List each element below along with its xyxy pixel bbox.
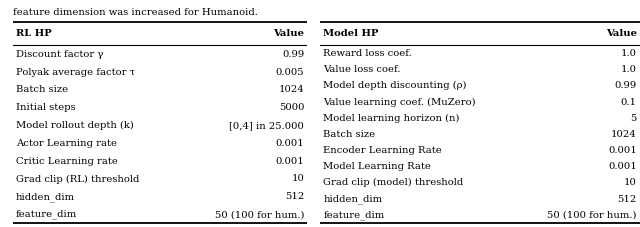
Text: feature_dim: feature_dim	[323, 210, 385, 220]
Text: Model rollout depth (k): Model rollout depth (k)	[16, 121, 134, 130]
Text: 0.005: 0.005	[276, 68, 304, 77]
Text: Grad clip (model) threshold: Grad clip (model) threshold	[323, 178, 463, 188]
Text: Critic Learning rate: Critic Learning rate	[16, 157, 118, 166]
Text: Batch size: Batch size	[16, 85, 68, 94]
Text: 50 (100 for hum.): 50 (100 for hum.)	[547, 211, 637, 220]
Text: Encoder Learning Rate: Encoder Learning Rate	[323, 146, 442, 155]
Text: 0.99: 0.99	[282, 50, 304, 59]
Text: Model depth discounting (ρ): Model depth discounting (ρ)	[323, 81, 467, 90]
Text: 0.001: 0.001	[275, 157, 304, 166]
Text: 1.0: 1.0	[621, 65, 637, 74]
Text: Value learning coef. (MuZero): Value learning coef. (MuZero)	[323, 97, 476, 107]
Text: RL HP: RL HP	[16, 29, 51, 38]
Text: [0,4] in 25.000: [0,4] in 25.000	[229, 121, 304, 130]
Text: Actor Learning rate: Actor Learning rate	[16, 139, 116, 148]
Text: Reward loss coef.: Reward loss coef.	[323, 49, 412, 58]
Text: hidden_dim: hidden_dim	[16, 192, 75, 202]
Text: Value: Value	[273, 29, 304, 38]
Text: Model learning horizon (n): Model learning horizon (n)	[323, 114, 460, 123]
Text: Grad clip (RL) threshold: Grad clip (RL) threshold	[16, 174, 139, 183]
Text: 5: 5	[630, 114, 637, 123]
Text: 1024: 1024	[278, 85, 304, 94]
Text: Value loss coef.: Value loss coef.	[323, 65, 401, 74]
Text: 0.99: 0.99	[614, 81, 637, 90]
Text: 512: 512	[285, 192, 304, 201]
Text: 10: 10	[624, 178, 637, 188]
Text: 50 (100 for hum.): 50 (100 for hum.)	[215, 210, 304, 219]
Text: 5000: 5000	[279, 103, 304, 112]
Text: 1.0: 1.0	[621, 49, 637, 58]
Text: 512: 512	[618, 195, 637, 204]
Text: Polyak average factor τ: Polyak average factor τ	[16, 68, 135, 77]
Text: 0.001: 0.001	[608, 162, 637, 171]
Text: Initial steps: Initial steps	[16, 103, 76, 112]
Text: Model HP: Model HP	[323, 29, 379, 38]
Text: 0.001: 0.001	[275, 139, 304, 148]
Text: hidden_dim: hidden_dim	[323, 194, 382, 204]
Text: 1024: 1024	[611, 130, 637, 139]
Text: 0.001: 0.001	[608, 146, 637, 155]
Text: 10: 10	[291, 174, 304, 183]
Text: Value: Value	[606, 29, 637, 38]
Text: Discount factor γ: Discount factor γ	[16, 50, 103, 59]
Text: feature_dim: feature_dim	[16, 210, 77, 219]
Text: 0.1: 0.1	[621, 98, 637, 106]
Text: feature dimension was increased for Humanoid.: feature dimension was increased for Huma…	[13, 8, 258, 17]
Text: Model Learning Rate: Model Learning Rate	[323, 162, 431, 171]
Text: Batch size: Batch size	[323, 130, 375, 139]
